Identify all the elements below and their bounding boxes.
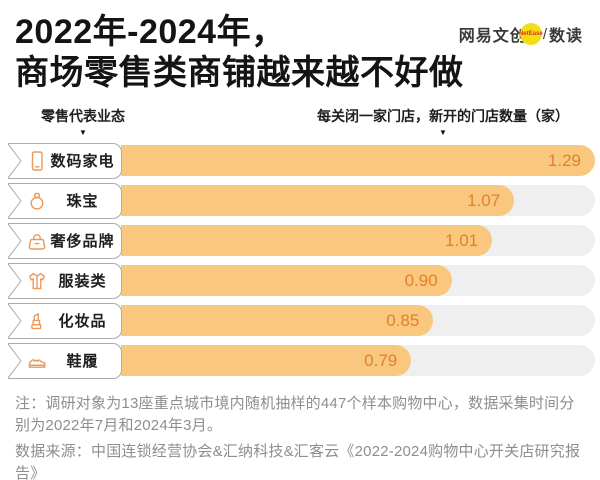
title-line-1: 2022年-2024年， [15, 13, 286, 51]
category-label: 服装类 [58, 273, 107, 291]
bar-area: 0.85 [121, 304, 595, 336]
bar: 1.07 [121, 184, 515, 216]
ring-icon [26, 190, 48, 212]
footer: 注：调研对象为13座重点城市境内随机抽样的447个样本购物中心，数据采集时间分别… [15, 393, 585, 480]
banner-notch [8, 223, 22, 258]
bar-value: 1.01 [445, 230, 479, 250]
netease-badge-icon: NetEase [518, 23, 543, 45]
handbag-icon [26, 230, 48, 252]
logo-brand-text: 网易文创 [458, 28, 527, 45]
bar-row: 0.79 鞋履 [8, 341, 595, 381]
bar-value: 0.90 [404, 270, 438, 290]
bar-row: 1.01 奢侈品牌 [8, 221, 595, 261]
bar: 1.01 [121, 224, 493, 256]
banner-notch [8, 343, 22, 378]
sneaker-icon [26, 350, 48, 372]
source-text: 数据来源：中国连锁经营协会&汇纳科技&汇客云《2022-2024购物中心开关店研… [15, 442, 581, 480]
bar-row: 0.85 化妆品 [8, 301, 595, 341]
axis-labels: 零售代表业态 ▼ 每关闭一家门店，新开的门店数量（家） ▼ [15, 106, 585, 137]
banner-notch [8, 183, 22, 218]
bar: 0.85 [121, 304, 434, 336]
bar: 1.29 [121, 144, 595, 176]
shirt-icon [26, 270, 48, 292]
category-label: 鞋履 [66, 353, 99, 371]
page-title: 2022年-2024年， 商场零售类商铺越来越不好做 [15, 12, 585, 94]
category-label-box: 珠宝 [8, 182, 122, 219]
bar-area: 0.90 [121, 264, 595, 296]
category-label-box: 服装类 [8, 262, 122, 299]
bar-row: 1.07 珠宝 [8, 181, 595, 221]
category-label: 珠宝 [66, 193, 99, 211]
logo-separator: / [542, 25, 547, 43]
badge-text: NetEase [518, 31, 543, 37]
category-label-box: 数码家电 [8, 142, 122, 179]
bar-value: 0.79 [364, 350, 398, 370]
note-text: 注：调研对象为13座重点城市境内随机抽样的447个样本购物中心，数据采集时间分别… [15, 394, 575, 435]
down-arrow-icon: ▼ [439, 127, 447, 137]
bar-value: 0.85 [386, 310, 420, 330]
banner-notch [8, 143, 22, 178]
down-arrow-icon: ▼ [79, 127, 87, 137]
bar-area: 0.79 [121, 344, 595, 376]
value-axis-label: 每关闭一家门店，新开的门店数量（家） ▼ [317, 106, 569, 137]
category-axis-label-text: 零售代表业态 [41, 107, 125, 124]
bar: 0.79 [121, 344, 412, 376]
category-label: 化妆品 [58, 313, 107, 331]
banner-notch [8, 263, 22, 298]
bar-row: 0.90 服装类 [8, 261, 595, 301]
netease-logo: 网易文创 NetEase / 数读 [459, 22, 583, 46]
bar-value: 1.07 [467, 190, 501, 210]
category-axis-label: 零售代表业态 ▼ [41, 106, 125, 137]
title-line-2: 商场零售类商铺越来越不好做 [15, 53, 464, 92]
value-axis-label-text: 每关闭一家门店，新开的门店数量（家） [317, 107, 569, 124]
bar-chart: 1.29 数码家电 1.07 珠宝 [8, 141, 595, 381]
category-label-box: 鞋履 [8, 342, 122, 379]
category-label: 数码家电 [50, 153, 115, 171]
banner-notch [8, 303, 22, 338]
bar-area: 1.07 [121, 184, 595, 216]
bar: 0.90 [121, 264, 452, 296]
bar-value: 1.29 [547, 150, 581, 170]
category-label-box: 化妆品 [8, 302, 122, 339]
bar-area: 1.01 [121, 224, 595, 256]
category-label: 奢侈品牌 [50, 233, 115, 251]
logo-product-text: 数读 [548, 28, 583, 45]
bar-area: 1.29 [121, 144, 595, 176]
lipstick-icon [26, 310, 48, 332]
smartphone-icon [26, 150, 48, 172]
category-label-box: 奢侈品牌 [8, 222, 122, 259]
bar-row: 1.29 数码家电 [8, 141, 595, 181]
header: 2022年-2024年， 商场零售类商铺越来越不好做 网易文创 NetEase … [15, 12, 585, 94]
